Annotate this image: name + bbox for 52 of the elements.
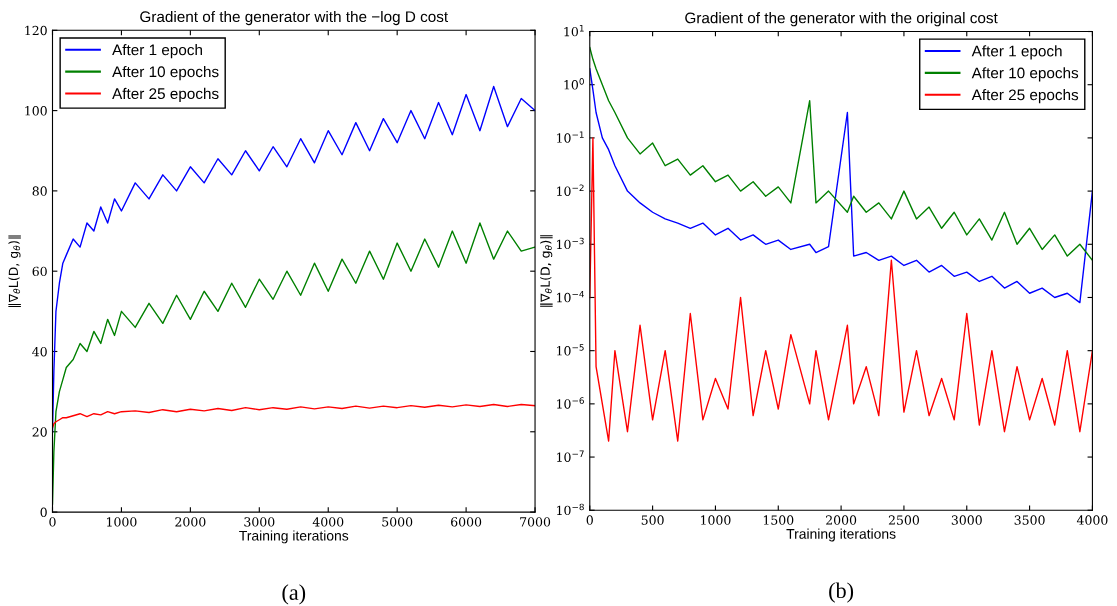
x-tick-label: 1500 <box>763 515 794 525</box>
x-tick-label: 1000 <box>107 517 137 527</box>
line-series <box>52 403 536 429</box>
x-tick-label: 3000 <box>244 517 275 527</box>
line-series <box>589 46 1093 261</box>
y-tick-label: 10$^{−2}$ <box>557 184 584 196</box>
chart-title: Gradient of the generator with the original cost <box>685 12 998 27</box>
y-tick-label: 60 <box>32 266 47 277</box>
line-series <box>589 67 1093 304</box>
x-axis-title: Training iterations <box>786 528 896 542</box>
y-tick-label: 40 <box>32 346 47 357</box>
x-tick-label: 3000 <box>951 515 982 525</box>
y-axis-title: ‖∇$_{θ}$L(D, g$_{θ}$)‖ <box>8 235 21 307</box>
text: (b) <box>829 582 854 603</box>
legend-label: After 25 epochs <box>112 87 219 103</box>
y-tick-label: 100 <box>25 106 47 116</box>
y-tick-label: 10$^{−3}$ <box>557 237 584 250</box>
y-tick-label: 120 <box>25 25 47 36</box>
legend-label: After 25 epochs <box>971 89 1079 104</box>
y-tick-label: 10$^{−8}$ <box>557 503 584 516</box>
y-tick-label: 10$^{−1}$ <box>557 131 584 143</box>
x-tick-label: 5000 <box>382 517 413 527</box>
x-tick-label: 2000 <box>175 517 206 527</box>
x-tick-label: 2500 <box>888 515 920 525</box>
text: (a) <box>282 584 306 605</box>
chart-title: Gradient of the generator with the −log D cost <box>140 10 449 26</box>
y-tick-label: 0 <box>40 507 47 517</box>
x-tick-label: 4000 <box>1076 515 1108 525</box>
y-tick-label: 80 <box>32 186 47 196</box>
x-tick-label: 6000 <box>451 517 482 527</box>
legend-label: After 1 epoch <box>971 45 1062 60</box>
x-tick-label: 3500 <box>1014 515 1045 525</box>
legend-label: After 1 epoch <box>112 44 202 59</box>
line-series <box>589 137 1093 442</box>
y-axis-title: ‖∇$_{θ}$L(D, g$_{θ}$)‖ <box>540 235 553 307</box>
x-tick-label: 4000 <box>312 517 344 527</box>
x-tick-label: 2000 <box>826 515 857 525</box>
x-tick-label: 0 <box>586 515 593 525</box>
x-axis-title: Training iterations <box>239 530 349 544</box>
legend-label: After 10 epochs <box>112 65 219 81</box>
x-tick-label: 1000 <box>701 515 731 525</box>
y-tick-label: 10$^{1}$ <box>564 25 584 37</box>
y-tick-label: 10$^{−7}$ <box>557 450 584 462</box>
y-tick-label: 10$^{0}$ <box>564 78 584 90</box>
y-tick-label: 10$^{−5}$ <box>557 344 584 356</box>
x-tick-label: 500 <box>641 515 664 525</box>
y-tick-label: 10$^{−4}$ <box>557 290 584 303</box>
legend-label: After 10 epochs <box>971 67 1079 82</box>
y-tick-label: 20 <box>32 427 47 437</box>
x-tick-label: 0 <box>49 517 56 527</box>
y-tick-label: 10$^{−6}$ <box>557 397 584 409</box>
x-tick-label: 7000 <box>520 517 551 527</box>
